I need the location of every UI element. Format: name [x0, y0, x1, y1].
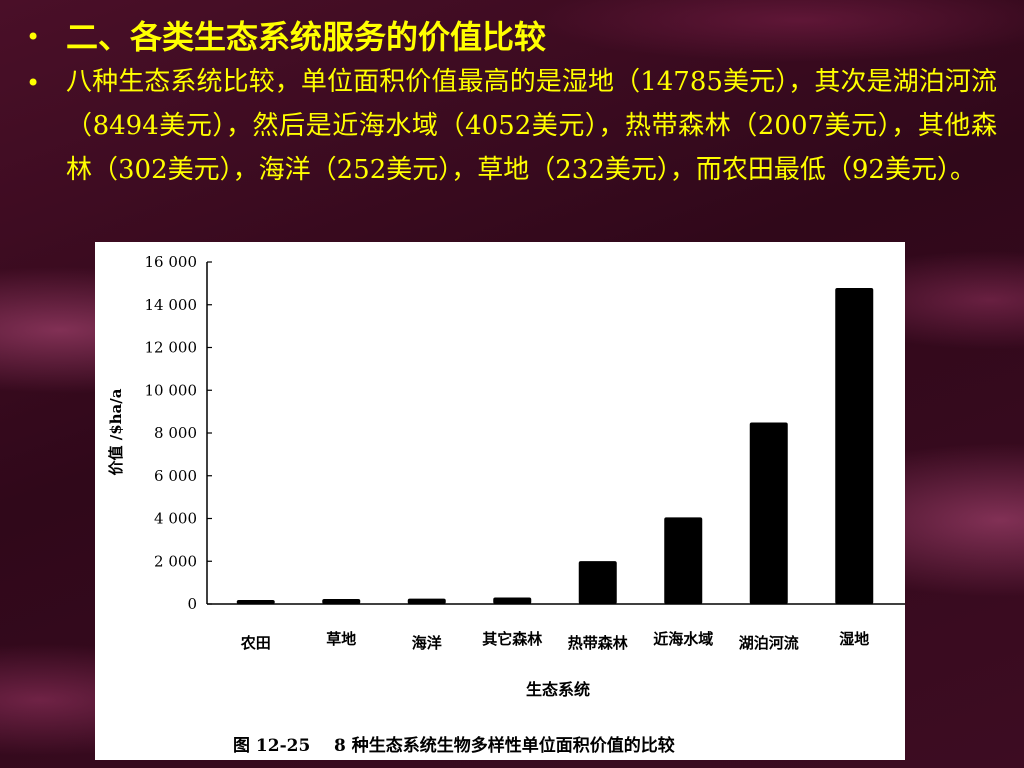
- x-axis-label: 生态系统: [526, 680, 590, 699]
- bars: [236, 287, 874, 604]
- bar: [322, 599, 361, 604]
- y-tick-label: 0: [187, 595, 197, 613]
- y-tick-label: 14 000: [145, 296, 198, 314]
- y-tick-label: 6 000: [154, 467, 197, 485]
- bar: [407, 598, 446, 604]
- y-tick-label: 8 000: [154, 424, 197, 442]
- x-tick-label: 湖泊河流: [739, 634, 799, 652]
- y-ticks: 0 2 000 4 000 6 000 8 000 10 000 12 000 14 000 1…: [145, 253, 212, 613]
- y-tick-label: 16 000: [145, 253, 198, 271]
- chart-axes: [206, 262, 905, 605]
- x-tick-label: 农田: [240, 634, 271, 652]
- summary-paragraph: 八种生态系统比较，单位面积价值最高的是湿地（14785美元），其次是湖泊河流（8…: [66, 67, 997, 185]
- section-heading: 二、各类生态系统服务的价值比较: [66, 18, 547, 56]
- x-tick-label: 其它森林: [482, 630, 543, 648]
- bullet-item-heading: • 二、各类生态系统服务的价值比较: [22, 14, 997, 60]
- y-tick-label: 12 000: [145, 339, 198, 357]
- bar-chart: 0 2 000 4 000 6 000 8 000 10 000 12 000 14 000 1…: [107, 253, 905, 756]
- y-tick-label: 4 000: [154, 510, 197, 528]
- figure-caption: 图 12-25 8 种生态系统生物多样性单位面积价值的比较: [233, 735, 675, 756]
- bullet-item-summary: • 八种生态系统比较，单位面积价值最高的是湿地（14785美元），其次是湖泊河流…: [22, 60, 997, 192]
- x-tick-label: 热带森林: [568, 634, 629, 652]
- y-tick-label: 10 000: [145, 381, 198, 399]
- bar: [236, 600, 275, 604]
- bullet-list: • 二、各类生态系统服务的价值比较 • 八种生态系统比较，单位面积价值最高的是湿…: [22, 14, 997, 192]
- chart-figure: 0 2 000 4 000 6 000 8 000 10 000 12 000 14 000 1…: [95, 242, 905, 760]
- y-tick-label: 2 000: [154, 552, 197, 570]
- bullet-dot: •: [26, 69, 41, 97]
- bar: [578, 561, 617, 604]
- bar: [835, 287, 874, 604]
- bar: [664, 517, 703, 604]
- x-tick-label: 近海水域: [653, 630, 713, 648]
- bullet-dot: •: [26, 23, 41, 51]
- bar: [493, 597, 532, 604]
- x-tick-label: 海洋: [412, 634, 442, 652]
- x-tick-label: 湿地: [839, 630, 869, 648]
- x-tick-label: 草地: [326, 630, 356, 648]
- x-tick-labels: 农田 草地 海洋 其它森林 热带森林 近海水域 湖泊河流 湿地: [240, 630, 870, 652]
- bar: [749, 422, 788, 604]
- y-axis-label: 价值 /$ha/a: [107, 388, 125, 475]
